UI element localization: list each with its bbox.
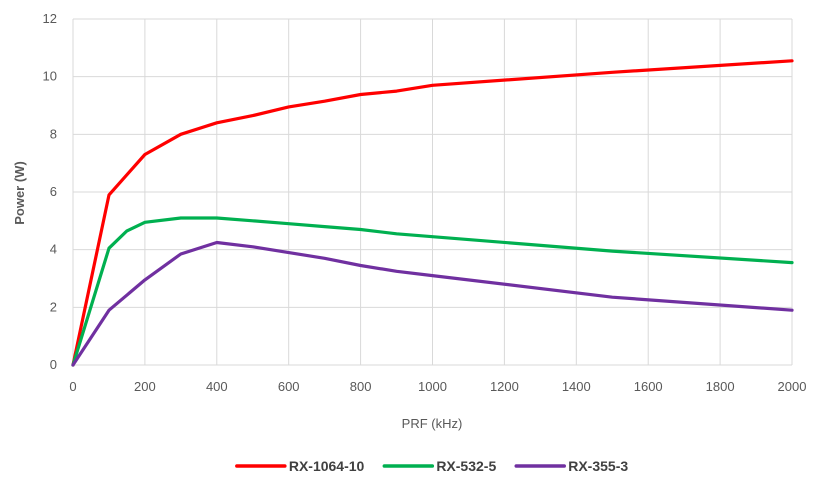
x-tick-label: 2000 (778, 379, 807, 394)
y-tick-label: 10 (43, 69, 57, 84)
x-tick-label: 1000 (418, 379, 447, 394)
x-tick-label: 200 (134, 379, 156, 394)
x-tick-label: 400 (206, 379, 228, 394)
y-tick-label: 8 (50, 126, 57, 141)
x-tick-label: 800 (350, 379, 372, 394)
legend-label-rx-355-3: RX-355-3 (568, 458, 628, 474)
series-line-rx-532-5 (71, 216, 794, 367)
y-tick-label: 0 (50, 357, 57, 372)
x-axis-title: PRF (kHz) (402, 416, 463, 431)
series-line-rx-355-3 (71, 240, 794, 367)
grid-lines (72, 18, 793, 366)
legend-label-rx-1064-10: RX-1064-10 (289, 458, 365, 474)
y-axis-ticks: 0 2 4 6 8 10 12 (43, 11, 57, 372)
x-tick-label: 1800 (706, 379, 735, 394)
x-tick-label: 1600 (634, 379, 663, 394)
y-tick-label: 2 (50, 299, 57, 314)
series-line-rx-1064-10 (71, 59, 794, 367)
y-axis-title: Power (W) (12, 161, 27, 225)
y-tick-label: 4 (50, 242, 57, 257)
y-tick-label: 6 (50, 184, 57, 199)
x-tick-label: 1400 (562, 379, 591, 394)
legend-label-rx-532-5: RX-532-5 (436, 458, 496, 474)
legend: RX-1064-10 RX-532-5 RX-355-3 (235, 458, 628, 474)
x-axis-ticks: 0 200 400 600 800 1000 1200 1400 1600 1800 2000 (69, 379, 806, 394)
x-tick-label: 0 (69, 379, 76, 394)
x-tick-label: 600 (278, 379, 300, 394)
x-tick-label: 1200 (490, 379, 519, 394)
y-tick-label: 12 (43, 11, 57, 26)
series-lines (71, 59, 794, 367)
